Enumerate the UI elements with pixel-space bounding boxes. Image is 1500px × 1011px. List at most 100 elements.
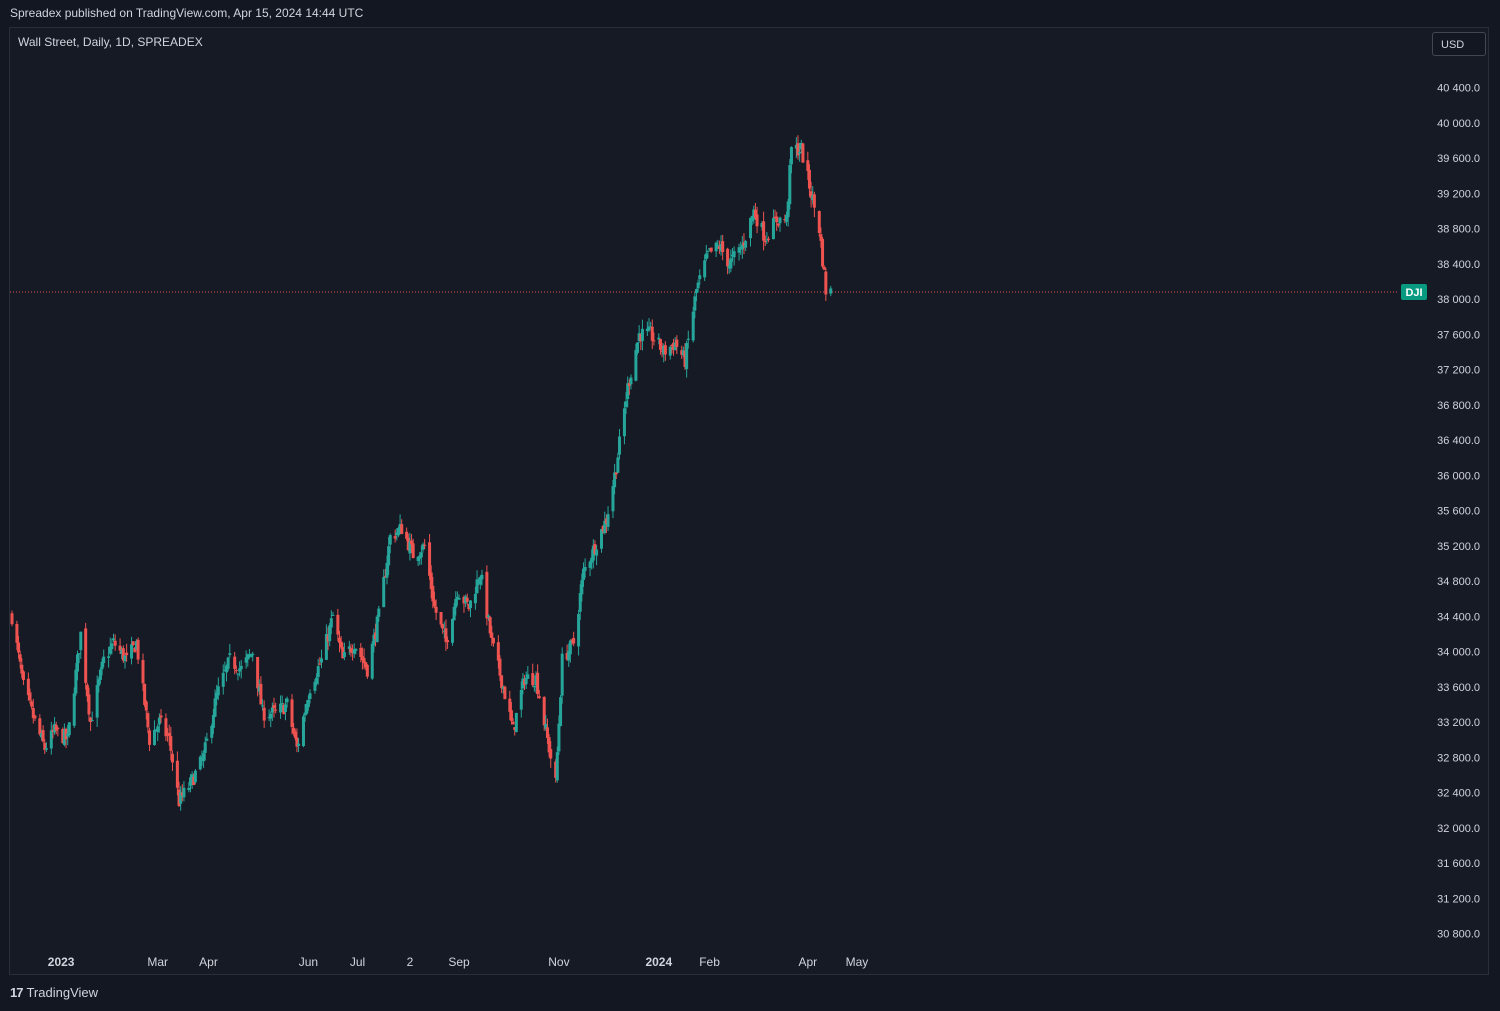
candle-up: [98, 667, 102, 684]
candle-body: [336, 614, 340, 635]
candle-body: [611, 486, 615, 512]
candle-body: [131, 641, 135, 646]
candle-body: [442, 630, 446, 632]
candle-up: [110, 638, 114, 655]
candle-down: [537, 689, 541, 699]
candle-up: [624, 392, 628, 414]
candle-body: [26, 678, 30, 696]
candle-down: [604, 514, 608, 534]
candle-up: [760, 221, 764, 231]
candle-up: [581, 562, 585, 587]
candle-up: [416, 556, 420, 567]
candle-down: [812, 191, 816, 218]
currency-button[interactable]: USD: [1432, 32, 1486, 56]
candle-up: [244, 650, 248, 669]
candle-down: [721, 234, 725, 261]
candle-down: [545, 718, 549, 745]
candle-up: [714, 241, 718, 258]
candle-body: [491, 637, 495, 644]
candle-down: [192, 773, 196, 786]
candle-body: [519, 690, 523, 710]
candle-body: [477, 581, 481, 583]
candle-body: [301, 716, 305, 747]
candle-down: [167, 724, 171, 746]
candle-body: [534, 675, 538, 685]
candle-body: [338, 637, 341, 643]
candle-body: [606, 514, 610, 527]
candle-body: [130, 644, 134, 659]
candle-body: [555, 752, 559, 781]
candle-down: [753, 202, 757, 221]
candle-up: [100, 658, 104, 676]
candle-body: [685, 342, 689, 370]
candle-up: [387, 537, 391, 576]
candle-down: [113, 634, 117, 651]
time-tick-label: 2: [407, 955, 414, 969]
candle-body: [783, 218, 787, 221]
candle-up: [72, 687, 76, 729]
candle-up: [396, 526, 400, 538]
candle-body: [18, 654, 22, 662]
footer-brand[interactable]: 17 TradingView: [10, 985, 98, 1000]
candle-body: [706, 250, 710, 252]
candle-body: [223, 669, 227, 671]
candle-down: [428, 534, 432, 580]
candle-body: [475, 579, 479, 594]
candle-up: [370, 641, 374, 680]
chart-pane[interactable]: [9, 27, 1489, 975]
candle-body: [54, 724, 58, 731]
candle-body: [61, 728, 65, 744]
price-tick-label: 30 800.0: [1437, 929, 1480, 941]
candle-body: [467, 603, 471, 610]
candle-body: [771, 217, 775, 240]
candle-up: [44, 742, 48, 752]
candle-body: [388, 535, 392, 545]
candle-down: [41, 725, 45, 744]
candle-body: [79, 631, 83, 651]
candle-body: [452, 606, 456, 621]
candle-up: [62, 723, 66, 747]
candle-body: [177, 789, 181, 806]
candle-down: [180, 784, 184, 802]
candle-body: [95, 685, 99, 718]
candle-down: [262, 700, 266, 728]
candle-down: [614, 471, 618, 479]
candle-down: [341, 642, 345, 659]
candle-down: [336, 608, 340, 642]
candle-body: [801, 143, 805, 163]
candle-down: [400, 519, 404, 535]
candle-down: [776, 223, 780, 228]
candle-body: [164, 718, 168, 737]
candle-body: [629, 377, 633, 385]
candle-body: [696, 282, 700, 289]
candle-down: [383, 568, 387, 578]
candle-body: [618, 436, 622, 455]
candle-body: [658, 338, 662, 350]
candle-up: [328, 622, 332, 647]
candle-down: [338, 630, 341, 653]
candle-body: [49, 730, 53, 749]
time-tick-label: 2024: [645, 955, 672, 969]
candle-body: [559, 697, 563, 726]
candle-down: [806, 151, 810, 180]
candle-body: [616, 457, 620, 473]
candle-up: [315, 673, 319, 686]
candle-up: [521, 673, 525, 695]
candle-up: [372, 628, 376, 653]
candle-body: [221, 672, 225, 687]
candle-body: [282, 705, 286, 715]
candle-body: [67, 722, 71, 736]
candle-down: [462, 595, 466, 613]
candle-body: [577, 614, 581, 647]
candle-body: [794, 144, 798, 149]
candle-body: [503, 686, 507, 700]
candle-up: [49, 721, 53, 755]
candle-up: [613, 463, 617, 495]
candle-down: [51, 725, 55, 739]
candle-body: [693, 296, 697, 311]
candle-down: [434, 599, 438, 621]
candle-up: [719, 235, 723, 256]
candle-body: [446, 640, 450, 643]
candle-down: [627, 379, 631, 396]
